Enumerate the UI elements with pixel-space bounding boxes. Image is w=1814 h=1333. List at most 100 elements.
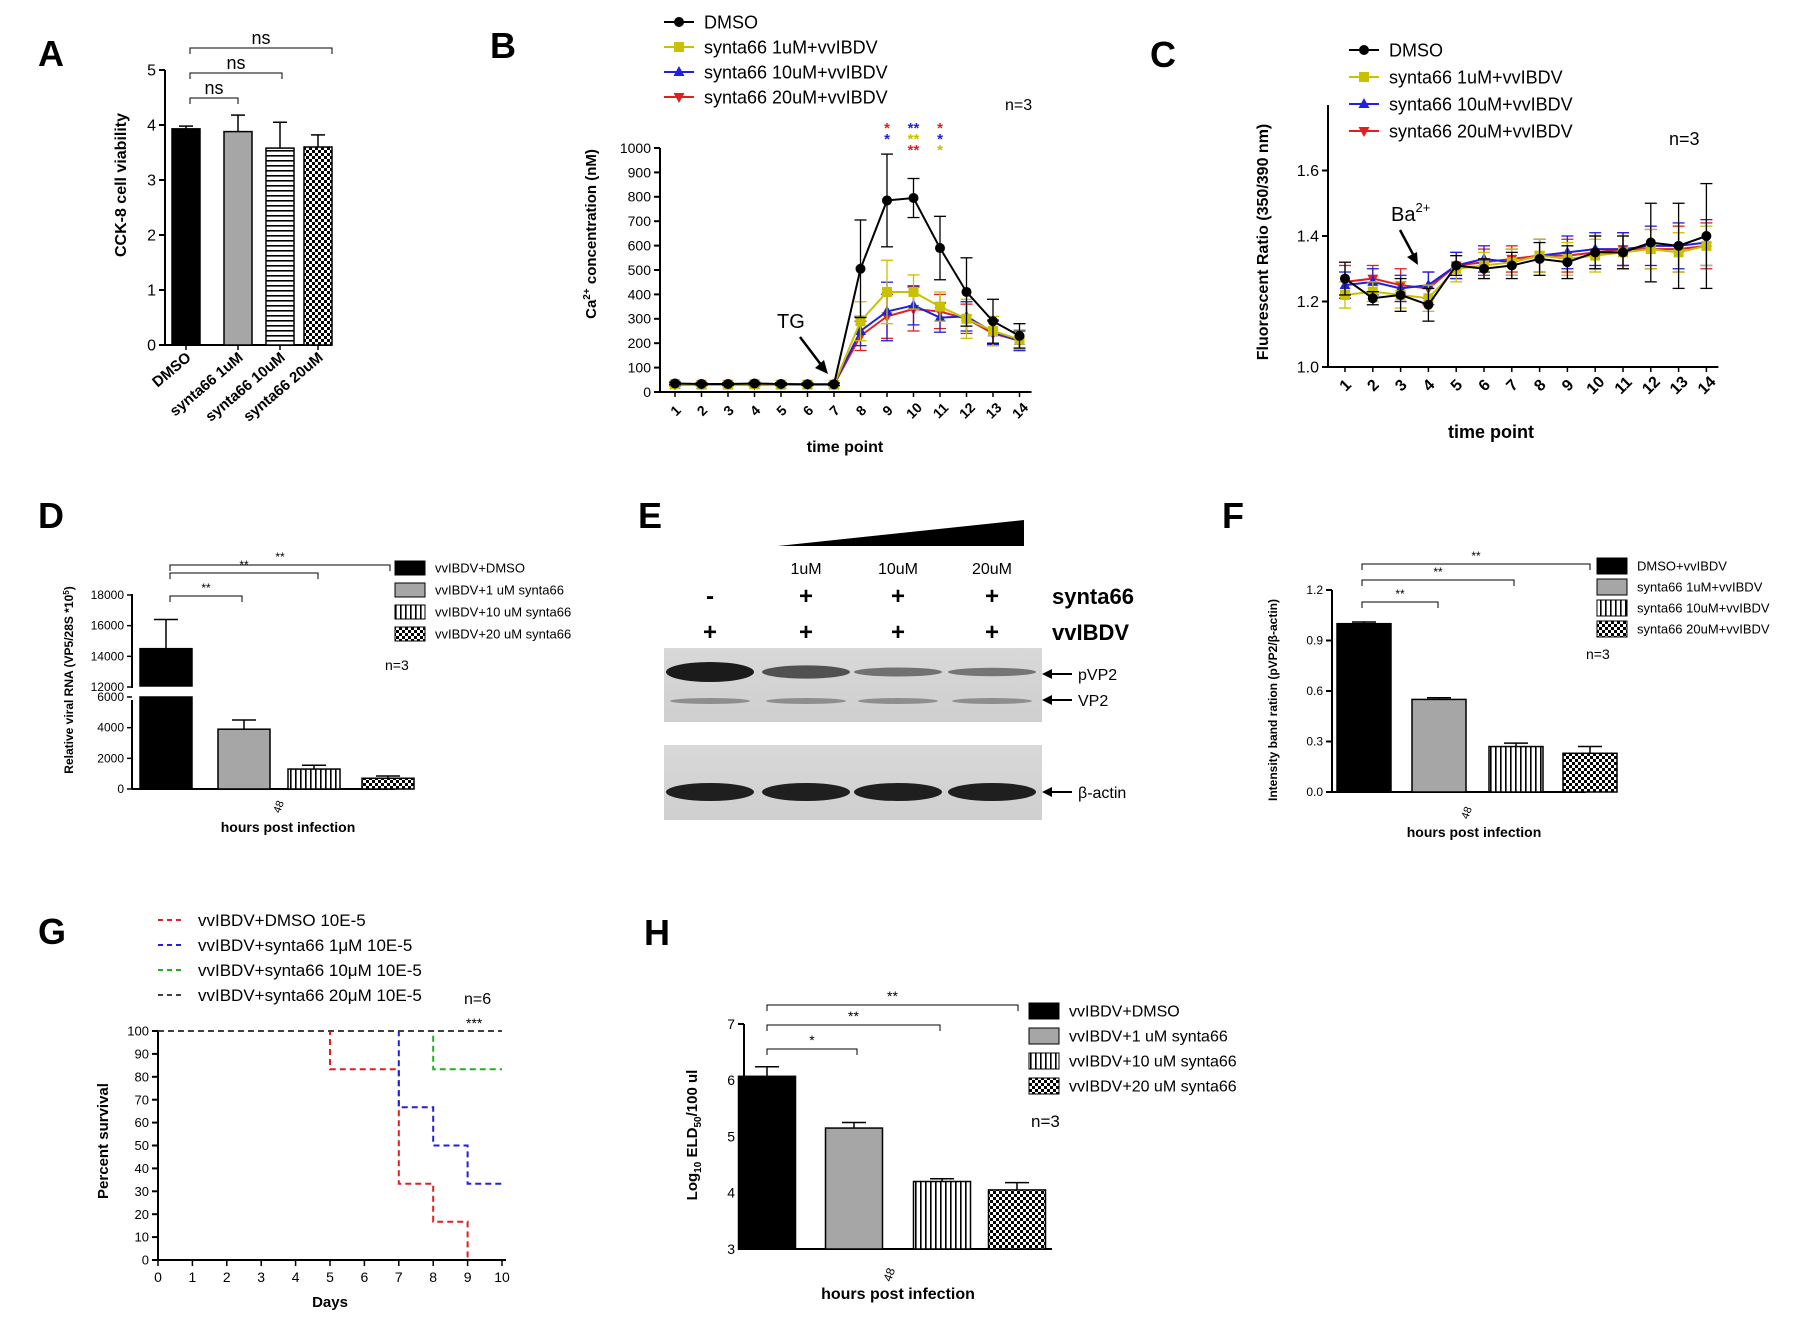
bar	[361, 777, 415, 790]
data-point	[1701, 231, 1712, 241]
band-actin	[854, 783, 942, 801]
y-tick-label: 0.3	[1306, 735, 1323, 749]
data-point	[829, 379, 839, 390]
x-tick-label: 14	[1009, 399, 1031, 421]
x-tick-label: 5	[773, 402, 790, 419]
x-tick-label: 48	[880, 1266, 898, 1284]
y-tick-label: 600	[628, 238, 652, 254]
n-label: n=3	[385, 657, 409, 673]
tg-annotation: TG	[777, 311, 805, 333]
bar	[223, 130, 253, 346]
data-point	[696, 378, 707, 389]
y-label-subscript: 50	[693, 1116, 704, 1128]
legend-swatch	[1596, 557, 1628, 575]
y-label-superscript: 5	[62, 590, 71, 595]
data-point	[670, 378, 680, 389]
x-tick-label: 11	[930, 399, 952, 421]
bar	[303, 146, 333, 346]
bar	[171, 128, 201, 346]
data-point	[935, 243, 945, 254]
sig-bracket-3-line	[766, 1004, 1019, 1011]
tg-arrowhead	[815, 360, 828, 374]
y-label-subscript: 10	[693, 1161, 704, 1173]
legend-marker	[674, 42, 684, 52]
x-tick-label: 8	[1531, 377, 1549, 395]
legend-swatch	[1596, 620, 1628, 638]
data-point	[882, 195, 892, 206]
y-tick-label: 0.9	[1306, 634, 1323, 648]
panel-g: G Percent survival Days n=6 *** vvIBDV+D…	[38, 911, 510, 1311]
panel-a: A CCK-8 cell viability 012345DMSOsynta66…	[38, 28, 333, 425]
legend-label: vvIBDV+DMSO 10E-5	[198, 911, 366, 930]
legend-label: synta66 10uM+vvIBDV	[704, 62, 888, 82]
x-tick-label: 14	[1695, 373, 1720, 398]
y-tick-label: 1.2	[1306, 583, 1323, 597]
band-label-pvp2: pVP2	[1078, 667, 1117, 684]
x-axis-label: hours post infection	[1407, 824, 1542, 840]
legend-marker	[1359, 72, 1369, 82]
x-tick-label: 4	[1420, 377, 1438, 395]
y-tick-label: 5	[147, 63, 156, 80]
vp2-arrowhead	[1042, 695, 1052, 705]
n-label: n=3	[1586, 646, 1610, 662]
x-axis-label: hours post infection	[221, 819, 356, 835]
x-tick-label: DMSO	[149, 349, 195, 391]
x-tick-label: 2	[1364, 377, 1382, 395]
panel-letter-e: E	[638, 495, 662, 536]
ba-base: Ba	[1391, 204, 1416, 226]
y-tick-label: 900	[628, 164, 652, 180]
panel-letter-h: H	[644, 912, 670, 953]
y-tick-label: 700	[628, 213, 652, 229]
data-point	[1645, 237, 1656, 248]
band-vp2	[952, 698, 1032, 704]
significance-star: *	[884, 131, 890, 148]
ba-arrow	[1398, 229, 1417, 259]
sig-bracket-3-line	[169, 564, 391, 571]
y-tick-label: 1000	[620, 140, 651, 156]
legend-label: vvIBDV+synta66 10μM 10E-5	[198, 961, 422, 980]
x-tick-label: 11	[1612, 374, 1636, 398]
vvibdv-sign: +	[891, 619, 905, 646]
x-tick-label: 10	[903, 399, 925, 421]
x-tick-label: 4	[292, 1269, 300, 1285]
band-actin	[762, 783, 850, 801]
data-point	[1340, 273, 1350, 284]
conc-label-20: 20uM	[972, 561, 1012, 578]
legend-marker	[674, 17, 684, 27]
legend-label: synta66 20uM+vvIBDV	[1389, 121, 1573, 141]
synta66-sign: -	[706, 583, 714, 610]
legend-marker	[1359, 45, 1369, 55]
y-tick-label: 90	[135, 1046, 149, 1061]
x-tick-label: 12	[956, 399, 978, 421]
y-tick-label: 7	[727, 1016, 735, 1032]
data-point	[1618, 247, 1628, 258]
sig-bracket-3-line	[1361, 563, 1591, 570]
bar	[139, 696, 193, 790]
band-pvp2	[854, 667, 942, 677]
x-tick-label: 8	[429, 1269, 437, 1285]
sig-bracket-1-line	[766, 1048, 858, 1055]
x-tick-label: 1	[1337, 377, 1355, 395]
y-label-part: /100 ul	[684, 1070, 701, 1117]
band-label-actin: β-actin	[1078, 785, 1126, 802]
y-label-part: Log	[684, 1173, 701, 1201]
x-tick-label: 4	[747, 402, 764, 419]
legend-label: synta66 20uM+vvIBDV	[704, 87, 888, 107]
y-tick-label: 6000	[97, 690, 124, 704]
significance-star: *	[937, 131, 943, 148]
y-axis-label: CCK-8 cell viability	[113, 113, 130, 257]
bar	[1336, 622, 1392, 793]
survival-curve	[158, 1030, 502, 1185]
sig-bracket-3-label: **	[275, 550, 285, 564]
sig-bracket-2-label: ns	[226, 53, 245, 73]
survival-curve	[158, 1030, 469, 1260]
panel-b: B Ca2+ concentration (nM) time point n=3…	[490, 12, 1032, 456]
bar	[824, 1127, 884, 1250]
x-axis-label: hours post infection	[821, 1286, 975, 1303]
y-axis-label: Relative viral RNA (VP5/28S *105)	[62, 586, 76, 773]
legend-label: DMSO+vvIBDV	[1637, 559, 1727, 574]
significance-star: **	[908, 131, 920, 148]
y-tick-label: 30	[135, 1184, 149, 1199]
